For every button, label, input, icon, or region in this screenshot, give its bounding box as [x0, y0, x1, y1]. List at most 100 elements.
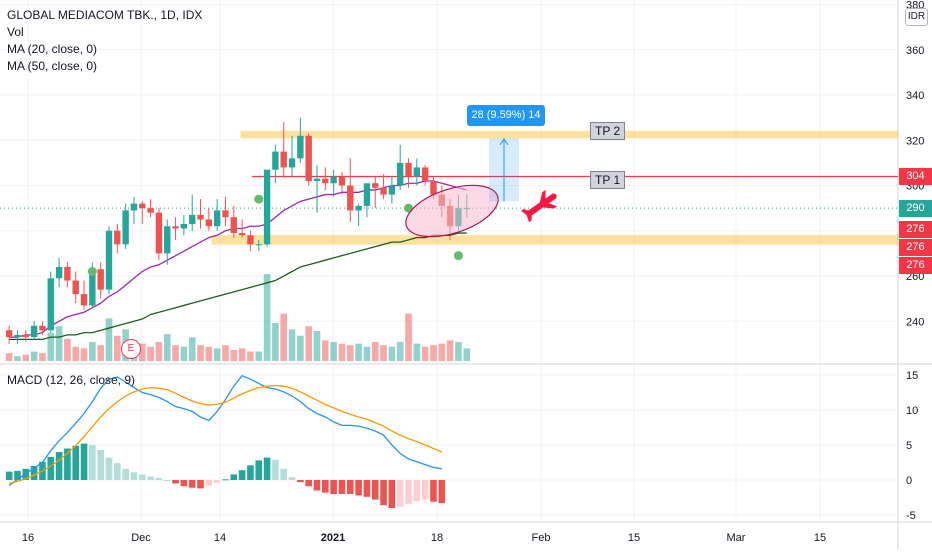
candle-body — [347, 185, 354, 211]
macd-histogram-bar — [430, 480, 437, 502]
candle-body — [263, 169, 271, 245]
candle-body — [388, 185, 396, 195]
macd-legend: MACD (12, 26, close, 9) — [7, 373, 136, 387]
volume-bar — [180, 346, 188, 361]
macd-axis-label: 0 — [906, 475, 912, 487]
volume-bar — [89, 342, 96, 361]
candle-body — [421, 167, 429, 181]
macd-histogram-bar — [305, 480, 312, 487]
volume-bar — [14, 356, 21, 361]
volume-bar — [371, 342, 379, 361]
price-tag-support: 276 — [899, 220, 932, 238]
volume-bar — [5, 353, 13, 361]
macd-histogram-bar — [388, 480, 396, 508]
macd-histogram-bar — [405, 480, 412, 504]
candle-body — [47, 278, 54, 331]
volume-bar — [446, 340, 454, 361]
time-axis-label: Feb — [532, 532, 551, 544]
candle-body — [130, 203, 138, 211]
macd-histogram-bar — [97, 449, 104, 480]
macd-histogram-bar — [413, 480, 421, 501]
volume-bar — [47, 332, 55, 361]
macd-histogram-bar — [180, 480, 188, 487]
macd-histogram-bar — [438, 480, 446, 504]
time-axis-label: 15 — [628, 532, 640, 544]
volume-bar — [138, 343, 146, 361]
volume-bar — [39, 353, 46, 361]
volume-bar — [338, 343, 346, 361]
volume-bar — [114, 335, 121, 361]
macd-histogram-bar — [30, 466, 38, 480]
volume-bar — [455, 342, 462, 361]
macd-histogram-bar — [122, 468, 129, 480]
time-axis-label: 16 — [22, 532, 34, 544]
volume-bar — [238, 348, 246, 361]
candle-body — [380, 187, 387, 195]
axes: 240260280300320340360380-505101516Dec142… — [22, 0, 924, 544]
time-axis-label: Dec — [131, 532, 151, 544]
macd-histogram-bar — [363, 480, 371, 497]
macd-histogram-bar — [130, 472, 138, 480]
candle-body — [72, 280, 79, 295]
signal-dot — [87, 267, 97, 276]
candle-body — [222, 210, 229, 218]
measure-label: 28 (9.59%) 14 — [467, 105, 545, 126]
candle-body — [80, 294, 88, 306]
macd-histogram-bar — [272, 459, 279, 480]
macd-histogram-bar — [322, 480, 329, 493]
candle-body — [297, 135, 304, 159]
macd-axis-label: 10 — [906, 405, 918, 417]
macd-histogram-bar — [330, 480, 337, 494]
volume-bar — [188, 337, 196, 361]
airplane-icon — [521, 189, 558, 223]
macd-histogram-bar — [255, 460, 263, 480]
macd-histogram-bar — [380, 480, 387, 506]
macd-histogram-bar — [213, 480, 221, 483]
macd-histogram-bar — [247, 465, 254, 480]
macd-histogram-bar — [297, 480, 304, 483]
macd-histogram-bar — [205, 480, 213, 486]
macd-histogram-bar — [222, 479, 229, 481]
price-tag-support-3: 276 — [899, 256, 932, 274]
volume-bar — [97, 345, 104, 361]
measure-arrow-head — [499, 138, 509, 146]
volume-bar — [438, 343, 446, 361]
macd-histogram-bar — [188, 480, 196, 488]
macd-histogram-bar — [280, 468, 288, 480]
macd-histogram-bar — [47, 456, 55, 480]
macd-histogram-bar — [105, 457, 113, 480]
macd-panel — [5, 374, 446, 508]
candle-body — [164, 226, 171, 254]
earnings-badge[interactable]: E — [121, 339, 141, 359]
macd-histogram-bar — [355, 480, 362, 496]
support-zone — [211, 234, 899, 245]
volume-bar — [72, 346, 80, 361]
volume-bar — [80, 348, 88, 361]
macd-histogram-bar — [346, 480, 354, 494]
volume-bar — [413, 343, 421, 361]
chart-title: GLOBAL MEDIACOM TBK., 1D, IDX — [7, 8, 203, 22]
currency-unit-badge[interactable]: IDR — [905, 8, 928, 26]
volume-bar — [213, 348, 221, 361]
candle-body — [213, 210, 221, 227]
candle-body — [413, 167, 421, 177]
macd-line — [8, 374, 442, 487]
candle-body — [338, 176, 346, 186]
candle-body — [114, 230, 121, 245]
volume-bar — [388, 346, 396, 361]
macd-histogram-bar — [155, 477, 163, 480]
volume-bar — [280, 313, 288, 361]
candle-body — [272, 151, 279, 170]
volume-bar — [155, 342, 163, 361]
candle-body — [255, 244, 262, 246]
highlight-ellipse — [405, 184, 499, 238]
signal-line — [9, 384, 443, 485]
volume-bar — [396, 342, 404, 361]
macd-axis-label: 15 — [906, 370, 918, 382]
macd-histogram-bar — [338, 480, 346, 494]
volume-bar — [405, 313, 412, 361]
price-tag-last: 290 — [899, 199, 932, 217]
